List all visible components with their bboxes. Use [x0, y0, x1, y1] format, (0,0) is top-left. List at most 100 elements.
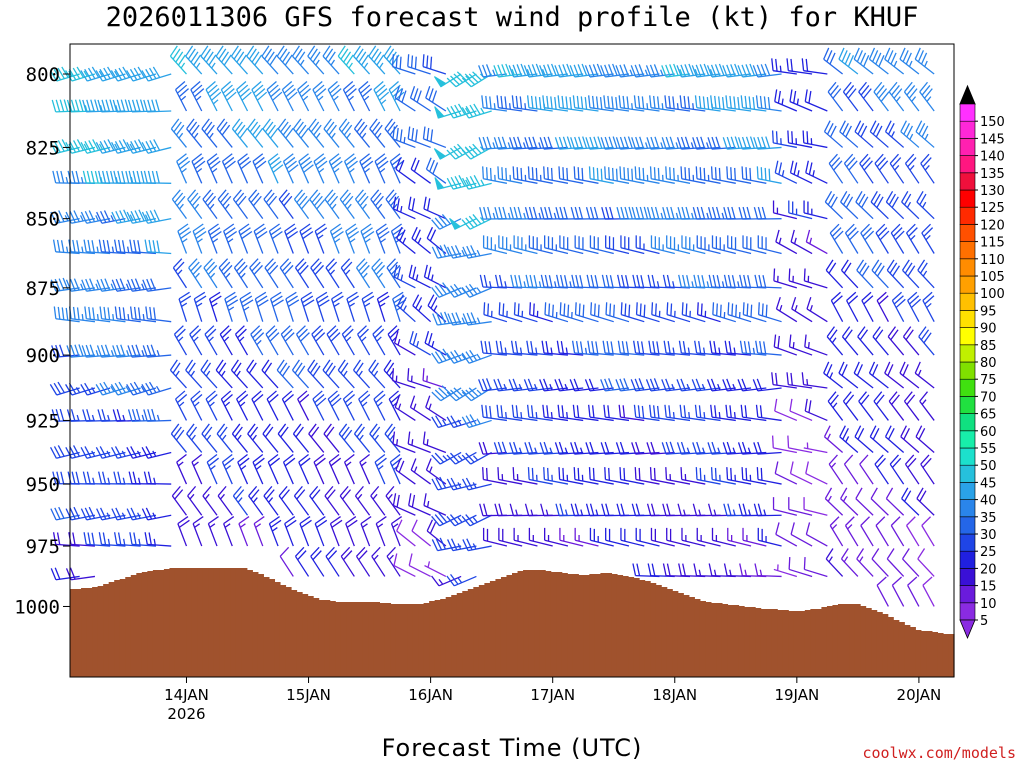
barb-full: [611, 96, 614, 109]
barb-staff: [757, 478, 782, 485]
barb-half: [240, 465, 247, 470]
barb-full: [619, 64, 625, 77]
barb-full: [754, 274, 759, 288]
barb-full: [371, 426, 381, 438]
wind-barb: [201, 118, 218, 148]
wind-barb: [479, 206, 507, 220]
wind-barb: [409, 395, 431, 421]
barb-full: [601, 503, 606, 516]
barb-half: [333, 168, 340, 173]
barb-full: [279, 48, 288, 60]
barb-full: [236, 124, 246, 136]
barb-full: [238, 84, 249, 94]
wind-barb: [224, 291, 239, 322]
barb-full: [919, 262, 928, 274]
barb-full: [434, 351, 443, 363]
ground-column: [451, 595, 458, 677]
barb-full: [839, 425, 846, 438]
barb-full: [676, 65, 683, 78]
barb-full: [207, 394, 218, 404]
barb-full: [254, 54, 263, 66]
barb-half: [687, 347, 690, 354]
barb-full: [840, 487, 848, 499]
barb-half: [476, 418, 481, 425]
barb-half: [717, 447, 721, 454]
barb-half: [180, 62, 186, 69]
barb-full: [426, 55, 429, 68]
barb-full: [327, 51, 336, 63]
barb-full: [127, 99, 133, 113]
wind-barb: [276, 359, 294, 389]
barb-full: [190, 261, 200, 272]
barb-half: [112, 314, 115, 321]
wind-barb: [803, 268, 828, 289]
barb-full: [730, 64, 736, 77]
barb-full: [676, 442, 682, 455]
barb-half: [472, 517, 478, 523]
barb-full: [635, 136, 641, 150]
barb-full: [874, 153, 884, 164]
barb-full: [177, 516, 189, 525]
wind-barb: [710, 95, 736, 112]
ground-column: [837, 604, 845, 677]
ground-column: [285, 587, 292, 677]
barb-full: [116, 344, 122, 358]
wind-barb: [696, 235, 721, 255]
barb-full: [842, 81, 852, 93]
colorbar-top-arrow: [959, 84, 976, 105]
barb-full: [872, 326, 881, 338]
barb-staff: [788, 447, 813, 454]
barb-full: [487, 206, 492, 220]
barb-full: [605, 503, 610, 516]
barb-full: [302, 230, 314, 240]
barb-full: [360, 84, 371, 94]
barb-half: [729, 569, 732, 576]
barb-full: [398, 460, 405, 473]
barb-full: [894, 230, 905, 241]
barb-full: [140, 170, 145, 184]
barb-full: [823, 47, 830, 60]
wind-barb: [706, 63, 736, 78]
barb-half: [646, 103, 649, 110]
wind-barb: [298, 454, 311, 485]
barb-full: [497, 378, 503, 391]
barb-full: [53, 68, 62, 81]
barb-full: [496, 404, 500, 418]
barb-full: [378, 230, 390, 240]
wind-barb: [68, 306, 96, 323]
barb-full: [562, 64, 568, 77]
barb-full: [848, 295, 859, 305]
barb-full: [891, 85, 900, 96]
barb-half: [211, 168, 218, 173]
barb-half: [379, 168, 386, 173]
wind-barb: [392, 431, 416, 454]
barb-full: [175, 261, 185, 272]
barb-half: [153, 477, 156, 484]
wind-barb: [83, 239, 111, 255]
barb-half: [523, 212, 527, 220]
barb-half: [431, 340, 435, 348]
wind-barb: [358, 390, 371, 421]
barb-full: [686, 275, 690, 288]
wind-barb: [425, 86, 447, 112]
barb-full: [714, 167, 717, 180]
barb-full: [890, 223, 901, 234]
wind-barb: [253, 516, 265, 547]
barb-full: [843, 454, 854, 465]
barb-full: [922, 457, 932, 468]
barb-half: [130, 177, 134, 184]
barb-full: [757, 503, 763, 516]
barb-full: [703, 167, 706, 181]
barb-full: [284, 457, 296, 467]
barb-full: [853, 361, 860, 374]
barb-half: [809, 305, 813, 312]
barb-full: [805, 522, 811, 535]
wind-barb: [278, 485, 294, 516]
barb-half: [137, 477, 141, 484]
wind-barb: [543, 166, 569, 184]
wind-barb: [754, 274, 782, 289]
barb-full: [344, 195, 354, 207]
barb-half: [223, 336, 230, 342]
barb-full: [283, 394, 294, 404]
barb-half: [831, 337, 837, 344]
